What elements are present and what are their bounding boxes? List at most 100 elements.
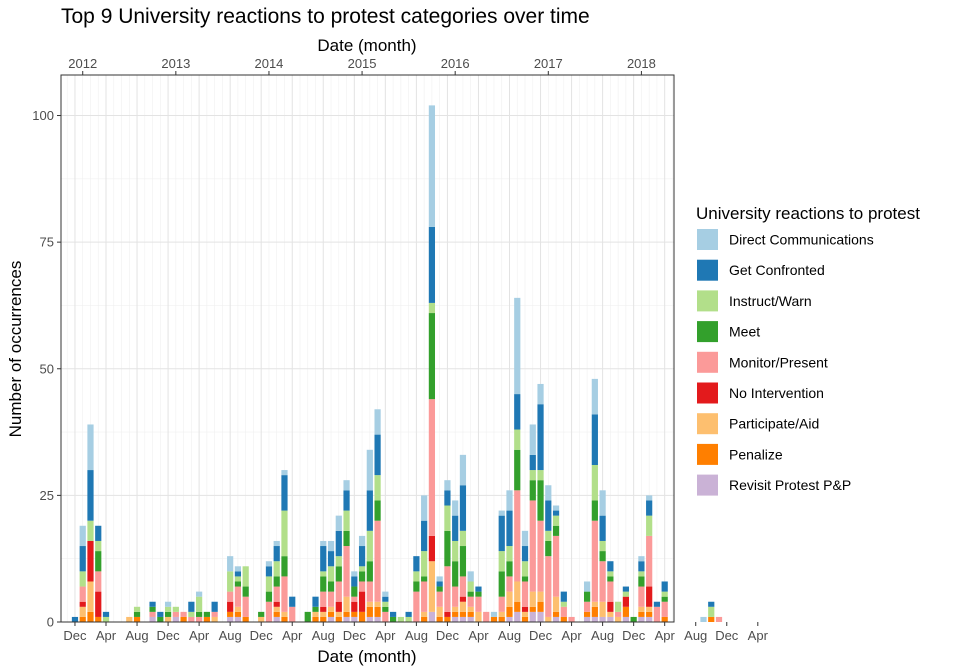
y-axis: 0 25 50 75 100	[32, 108, 61, 630]
bar-segment	[95, 525, 102, 541]
bar-segment	[242, 566, 249, 587]
bar-segment	[188, 601, 195, 612]
bar-segment	[514, 611, 521, 622]
x-tick-label: Apr	[282, 628, 303, 643]
bar-segment	[102, 616, 110, 622]
bar-segment	[265, 561, 273, 567]
bar-segment	[521, 576, 529, 582]
bar-segment	[366, 490, 373, 531]
bar-segment	[591, 520, 598, 602]
y-axis-title: Number of occurrences	[6, 261, 25, 438]
bar-segment	[467, 581, 474, 592]
bar-segment	[149, 611, 156, 617]
bar-segment	[133, 611, 141, 617]
y-tick-label: 50	[40, 361, 54, 376]
y-tick-label: 75	[40, 235, 54, 250]
x-tick-label: Apr	[655, 628, 676, 643]
x-axis-title-top: Date (month)	[317, 36, 416, 55]
bar-segment	[599, 616, 606, 622]
bar-segment	[405, 611, 412, 617]
bar-segment	[258, 611, 265, 617]
bar-segment	[273, 606, 280, 612]
legend-key	[697, 443, 718, 465]
legend: Direct Communications Get Confronted Instr…	[697, 229, 874, 496]
bar-segment	[467, 616, 474, 622]
legend-label: Penalize	[729, 446, 783, 462]
bar-segment	[382, 606, 389, 612]
bar-segment	[599, 551, 606, 562]
x-tick-label: Dec	[622, 628, 646, 643]
bar-segment	[622, 586, 629, 592]
legend-label: Direct Communications	[729, 232, 874, 248]
bar-segment	[436, 616, 443, 622]
x-tick-label: Dec	[157, 628, 181, 643]
bar-segment	[646, 611, 653, 617]
bar-segment	[421, 611, 428, 617]
bar-segment	[452, 561, 459, 587]
bar-segment	[599, 540, 606, 552]
bar-segment	[382, 601, 389, 607]
bar-segment	[413, 591, 420, 622]
legend-label: Get Confronted	[729, 262, 825, 278]
x-tick-label: Aug	[591, 628, 614, 643]
x-tick-label: Apr	[748, 628, 769, 643]
bar-segment	[366, 581, 373, 602]
bar-segment	[591, 606, 598, 617]
bar-segment	[126, 616, 133, 622]
bar-segment	[258, 616, 265, 622]
bar-segment	[312, 611, 319, 617]
bar-segment	[335, 556, 342, 567]
bar-segment	[537, 470, 544, 481]
bar-segment	[265, 566, 273, 577]
bar-segment	[421, 581, 428, 612]
bar-segment	[351, 586, 358, 597]
bar-segment	[335, 515, 342, 531]
bar-segment	[95, 571, 102, 592]
bar-segment	[227, 591, 234, 602]
plot-border	[60, 74, 675, 623]
bar-segment	[273, 540, 280, 547]
bar-segment	[521, 616, 529, 622]
bar-segment	[607, 616, 614, 622]
bar-segment	[242, 596, 249, 617]
bar-segment	[265, 591, 273, 602]
bar-segment	[646, 535, 653, 587]
bar-segment	[382, 611, 389, 622]
bar-segment	[498, 510, 505, 516]
bar-segment	[234, 611, 242, 617]
bar-segment	[615, 611, 622, 617]
bar-segment	[312, 616, 319, 622]
bar-segment	[459, 485, 467, 531]
bar-segment	[452, 515, 459, 541]
bar-segment	[335, 611, 342, 617]
bar-segment	[591, 500, 598, 521]
bar-segment	[79, 616, 86, 622]
bar-segment	[366, 601, 373, 607]
bar-segment	[397, 616, 404, 622]
bar-segment	[552, 525, 560, 536]
bar-segment	[366, 606, 373, 617]
x-tick-label: Dec	[250, 628, 274, 643]
bar-segment	[327, 581, 335, 592]
bar-segment	[95, 540, 102, 552]
bar-segment	[475, 611, 482, 622]
bar-segment	[545, 616, 552, 622]
x-top-tick-label: 2018	[627, 56, 656, 71]
bar-segment	[521, 546, 529, 562]
x-top-tick-label: 2016	[441, 56, 470, 71]
bar-segment	[164, 601, 172, 607]
bar-segment	[715, 616, 723, 622]
bar-segment	[281, 576, 288, 612]
bar-segment	[227, 571, 234, 592]
bar-segment	[366, 616, 373, 622]
bar-segment	[638, 576, 645, 587]
x-tick-label: Aug	[684, 628, 707, 643]
bar-segment	[335, 530, 342, 557]
bar-segment	[661, 616, 668, 622]
bar-segment	[157, 611, 164, 617]
bar-segment	[211, 616, 218, 622]
bar-segment	[188, 616, 195, 622]
bar-segment	[583, 601, 591, 612]
bar-segment	[312, 606, 319, 612]
